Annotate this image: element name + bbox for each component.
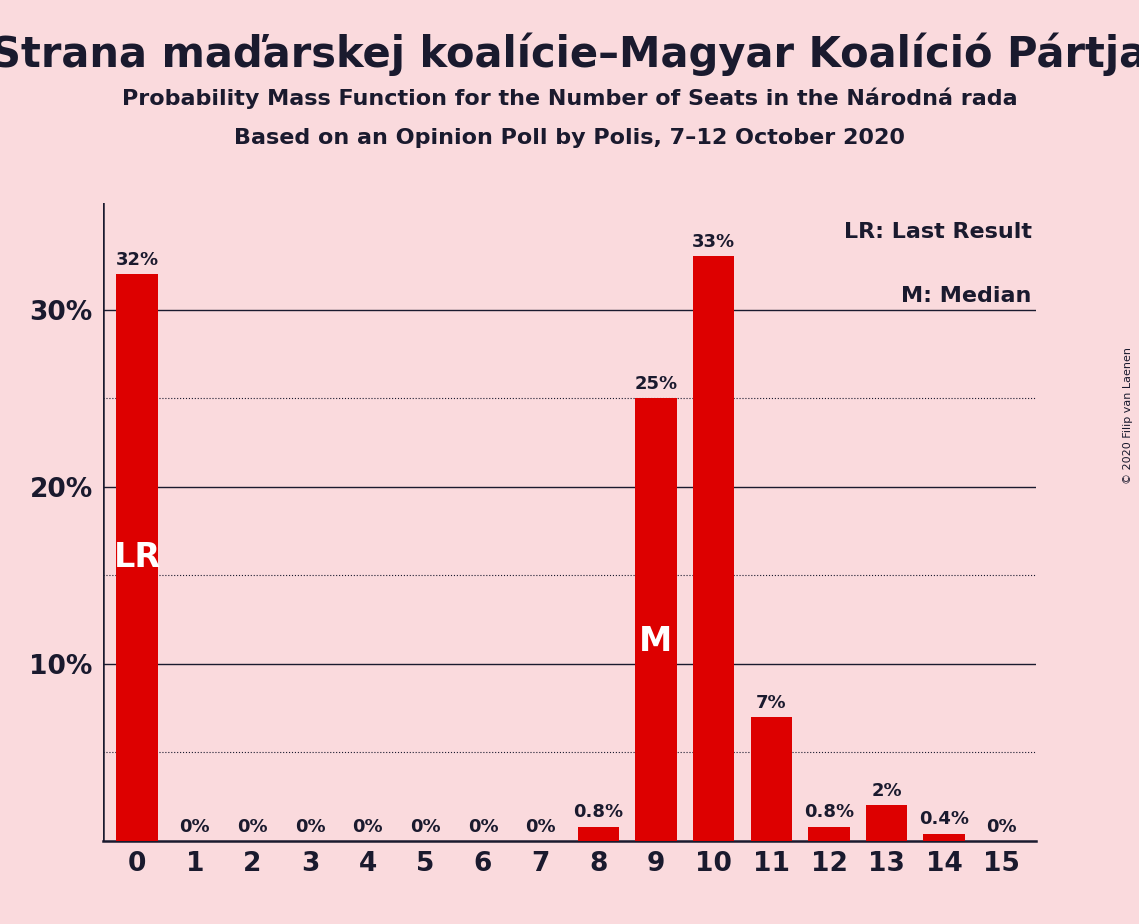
Text: 0%: 0% xyxy=(180,818,210,835)
Text: 0%: 0% xyxy=(237,818,268,835)
Text: Based on an Opinion Poll by Polis, 7–12 October 2020: Based on an Opinion Poll by Polis, 7–12 … xyxy=(233,128,906,148)
Bar xyxy=(924,833,965,841)
Bar xyxy=(809,827,850,841)
Text: 0%: 0% xyxy=(986,818,1017,835)
Text: Strana maďarskej koalície–Magyar Koalíció Pártja: Strana maďarskej koalície–Magyar Koalíci… xyxy=(0,32,1139,76)
Text: Probability Mass Function for the Number of Seats in the Národná rada: Probability Mass Function for the Number… xyxy=(122,88,1017,109)
Text: LR: LR xyxy=(114,541,161,574)
Text: 0%: 0% xyxy=(352,818,383,835)
Text: 0.4%: 0.4% xyxy=(919,810,969,829)
Text: 0%: 0% xyxy=(410,818,441,835)
Text: 7%: 7% xyxy=(756,694,787,711)
Text: 2%: 2% xyxy=(871,782,902,800)
Text: 33%: 33% xyxy=(693,233,735,251)
Text: M: Median: M: Median xyxy=(901,286,1032,306)
Text: 0%: 0% xyxy=(295,818,326,835)
Text: 0.8%: 0.8% xyxy=(804,803,854,821)
Text: 32%: 32% xyxy=(115,250,158,269)
Bar xyxy=(116,274,158,841)
Bar xyxy=(693,256,735,841)
Text: 0%: 0% xyxy=(525,818,556,835)
Text: 0.8%: 0.8% xyxy=(573,803,623,821)
Text: LR: Last Result: LR: Last Result xyxy=(844,223,1032,242)
Bar xyxy=(636,398,677,841)
Bar xyxy=(866,806,908,841)
Bar xyxy=(577,827,620,841)
Text: 0%: 0% xyxy=(468,818,499,835)
Text: © 2020 Filip van Laenen: © 2020 Filip van Laenen xyxy=(1123,347,1133,484)
Text: 25%: 25% xyxy=(634,375,678,393)
Text: M: M xyxy=(639,626,673,658)
Bar xyxy=(751,717,792,841)
